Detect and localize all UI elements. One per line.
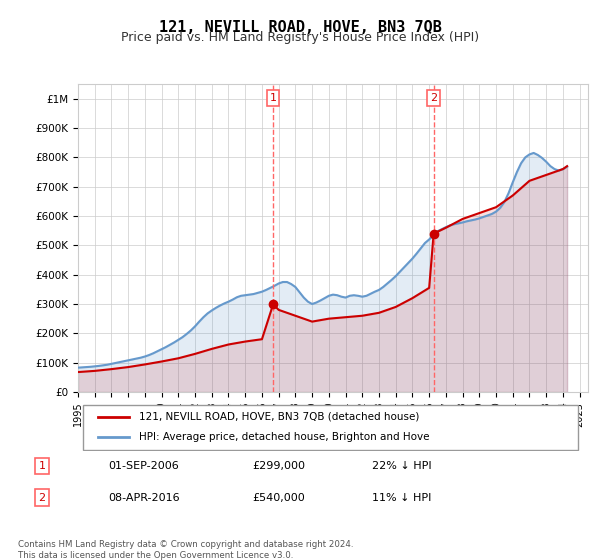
Text: Contains HM Land Registry data © Crown copyright and database right 2024.
This d: Contains HM Land Registry data © Crown c… <box>18 540 353 560</box>
Text: 08-APR-2016: 08-APR-2016 <box>108 493 179 503</box>
Text: 11% ↓ HPI: 11% ↓ HPI <box>372 493 431 503</box>
Text: 121, NEVILL ROAD, HOVE, BN3 7QB: 121, NEVILL ROAD, HOVE, BN3 7QB <box>158 20 442 35</box>
Text: 1: 1 <box>269 93 277 103</box>
FancyBboxPatch shape <box>83 405 578 450</box>
Text: £299,000: £299,000 <box>252 461 305 471</box>
Text: 2: 2 <box>430 93 437 103</box>
Text: 01-SEP-2006: 01-SEP-2006 <box>108 461 179 471</box>
Text: £540,000: £540,000 <box>252 493 305 503</box>
Text: HPI: Average price, detached house, Brighton and Hove: HPI: Average price, detached house, Brig… <box>139 432 430 442</box>
Text: 2: 2 <box>38 493 46 503</box>
Text: 1: 1 <box>38 461 46 471</box>
Text: 22% ↓ HPI: 22% ↓ HPI <box>372 461 431 471</box>
Text: Price paid vs. HM Land Registry's House Price Index (HPI): Price paid vs. HM Land Registry's House … <box>121 31 479 44</box>
Text: 121, NEVILL ROAD, HOVE, BN3 7QB (detached house): 121, NEVILL ROAD, HOVE, BN3 7QB (detache… <box>139 412 419 422</box>
